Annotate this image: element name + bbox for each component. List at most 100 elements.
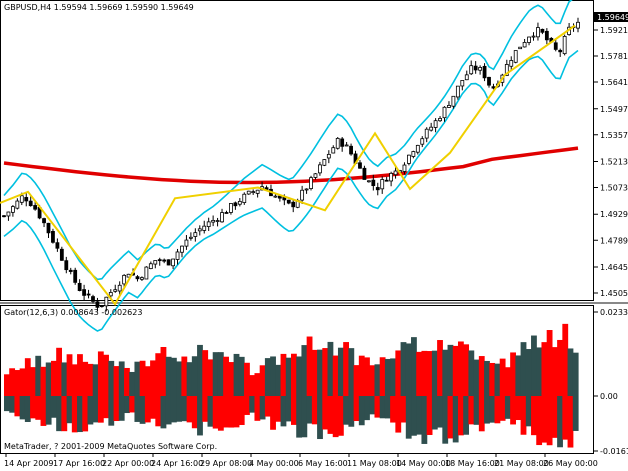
gator-bar-lower bbox=[45, 396, 52, 425]
time-tick-label: 4 May 00:00 bbox=[249, 459, 299, 468]
upper-band bbox=[3, 0, 573, 281]
candle-body bbox=[407, 154, 411, 164]
candle-body bbox=[108, 292, 113, 297]
candle-body bbox=[77, 282, 82, 291]
gator-bar-lower bbox=[463, 396, 470, 435]
gator-bar-upper bbox=[124, 367, 130, 396]
gator-bar-lower bbox=[546, 396, 553, 446]
gator-bar-lower bbox=[400, 396, 407, 423]
current-price-tag bbox=[594, 12, 628, 22]
time-tick-label: 26 May 00:00 bbox=[543, 459, 598, 468]
candle-body bbox=[233, 202, 238, 207]
candle-body bbox=[433, 120, 438, 128]
bollinger-bands bbox=[3, 0, 579, 332]
gator-bar-lower bbox=[557, 396, 563, 448]
gator-bar-upper bbox=[353, 365, 360, 396]
zigzag-line bbox=[0, 24, 576, 306]
gator-bar-lower bbox=[118, 396, 125, 421]
moving-average bbox=[3, 146, 579, 185]
gator-bar-lower bbox=[134, 396, 141, 422]
gator-bar-lower bbox=[103, 396, 109, 419]
gator-bar-upper bbox=[457, 341, 464, 396]
price-axis[interactable]: 1.59210 1.57810 1.56410 1.54970 1.53570 1.521… bbox=[594, 26, 628, 298]
gator-bar-upper bbox=[87, 363, 94, 396]
gator-bar-lower bbox=[358, 396, 365, 426]
gator-bar-upper bbox=[510, 352, 516, 396]
gator-bar-lower bbox=[390, 396, 396, 423]
gator-bar-upper bbox=[520, 342, 527, 396]
candle-body bbox=[304, 188, 309, 191]
indicator-tick-label: -0.01617 bbox=[600, 447, 628, 456]
time-tick-label: 24 Apr 16:00 bbox=[151, 459, 203, 468]
gator-bar-lower bbox=[165, 396, 172, 425]
candle-body bbox=[487, 76, 491, 86]
gator-bar-lower bbox=[551, 396, 558, 438]
gator-bar-upper bbox=[572, 352, 579, 396]
copyright-text: MetaTrader, ? 2001-2009 MetaQuotes Softw… bbox=[4, 442, 217, 451]
gator-bar-upper bbox=[30, 367, 36, 396]
candle-body bbox=[113, 289, 118, 292]
candle-body bbox=[197, 228, 202, 232]
gator-bar-upper bbox=[452, 345, 459, 396]
gator-bar-lower bbox=[562, 396, 569, 440]
candle-body bbox=[95, 301, 100, 308]
indicator-axis[interactable]: 0.023324 0.00 -0.01617 bbox=[594, 308, 628, 456]
gator-bar-lower bbox=[259, 396, 266, 420]
gator-bar-upper bbox=[207, 359, 214, 396]
candle-body bbox=[180, 245, 184, 253]
gator-bar-upper bbox=[223, 356, 229, 396]
gator-bar-upper bbox=[337, 347, 344, 396]
gator-bar-lower bbox=[348, 396, 355, 427]
candle-body bbox=[344, 144, 349, 147]
price-tick-label: 1.46450 bbox=[600, 263, 628, 272]
current-price-label: 1.59649 bbox=[597, 13, 628, 22]
candle-body bbox=[380, 179, 385, 190]
indicator-tick-label: 0.00 bbox=[600, 392, 618, 401]
candle-body bbox=[59, 248, 64, 261]
gator-bar-upper bbox=[546, 330, 553, 396]
gator-bar-lower bbox=[374, 396, 381, 418]
gator-bar-lower bbox=[82, 396, 89, 432]
gator-bar-upper bbox=[139, 360, 146, 396]
candle-body bbox=[19, 195, 24, 203]
price-tick-label: 1.53570 bbox=[600, 131, 628, 140]
gator-bar-upper bbox=[306, 336, 313, 396]
candle-body bbox=[509, 60, 514, 67]
candle-body bbox=[117, 284, 122, 292]
gator-bar-upper bbox=[280, 353, 287, 396]
gator-bar-upper bbox=[301, 345, 308, 396]
candle-body bbox=[277, 195, 282, 199]
gator-bar-upper bbox=[97, 351, 104, 396]
time-tick-label: 6 May 16:00 bbox=[298, 459, 348, 468]
gator-bar-upper bbox=[499, 358, 506, 396]
gator-bar-lower bbox=[369, 396, 376, 415]
candle-body bbox=[206, 221, 211, 227]
candle-body bbox=[544, 30, 549, 41]
candle-body bbox=[371, 179, 376, 187]
candle-body bbox=[455, 85, 460, 98]
gator-bar-lower bbox=[311, 396, 318, 425]
candle-body bbox=[273, 195, 278, 198]
gator-bar-lower bbox=[202, 396, 209, 422]
candle-body bbox=[326, 153, 331, 159]
candle-body bbox=[540, 28, 545, 33]
gator-bar-upper bbox=[233, 353, 240, 396]
gator-bar-lower bbox=[525, 396, 532, 427]
gator-bar-upper bbox=[384, 358, 391, 396]
gator-bar-lower bbox=[264, 396, 271, 417]
gator-bar-upper bbox=[160, 346, 167, 396]
candle-body bbox=[424, 128, 429, 139]
candle-body bbox=[318, 164, 322, 174]
gator-bar-upper bbox=[144, 366, 151, 396]
candle-body bbox=[140, 277, 144, 280]
gator-bar-upper bbox=[24, 358, 31, 396]
gator-bar-upper bbox=[92, 364, 99, 396]
main-price-panel[interactable] bbox=[0, 0, 594, 301]
candle-body bbox=[358, 162, 362, 169]
candle-body bbox=[144, 266, 149, 280]
time-tick-label: 17 Apr 16:00 bbox=[53, 459, 105, 468]
candle-body bbox=[518, 46, 523, 50]
candle-body bbox=[527, 36, 531, 43]
